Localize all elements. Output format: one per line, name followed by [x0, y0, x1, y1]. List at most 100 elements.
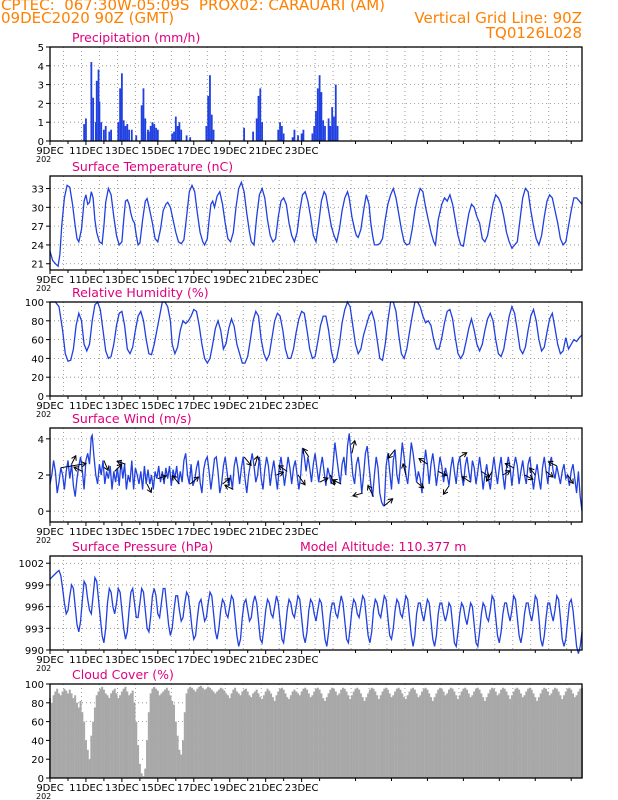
wind-arrow-head [171, 474, 178, 481]
wind-arrow-head [568, 478, 574, 485]
bar [128, 695, 131, 778]
x-tick-label: 21DEC [249, 655, 283, 666]
bar [322, 120, 325, 141]
bar [190, 687, 193, 778]
y-tick-label: 0 [38, 507, 44, 518]
bar [415, 693, 418, 778]
bar [474, 688, 477, 778]
bar [331, 107, 334, 141]
bar [98, 101, 101, 141]
bar [390, 697, 393, 778]
bar [377, 699, 380, 778]
bar [483, 700, 486, 778]
bar [501, 687, 504, 778]
bar [219, 687, 222, 778]
bar [554, 687, 557, 778]
bar [320, 92, 323, 141]
bar [316, 687, 319, 778]
bar [101, 686, 104, 778]
bar [430, 697, 433, 778]
bar [124, 125, 127, 141]
year-label: 202 [36, 284, 51, 293]
bar [185, 693, 188, 778]
bar [120, 73, 123, 141]
bar [329, 689, 332, 778]
bar [284, 693, 287, 778]
bar [291, 137, 294, 141]
wind-arrow-head [547, 460, 554, 467]
y-tick-label: 0 [38, 137, 44, 148]
bar [336, 695, 339, 778]
x-tick-label: 15DEC [141, 401, 175, 412]
bar [214, 693, 217, 778]
x-tick-label: 11DEC [69, 275, 103, 286]
bar [428, 693, 431, 778]
bar [226, 695, 229, 778]
bar [315, 110, 317, 141]
bar [100, 122, 103, 141]
wind-arrow [243, 456, 252, 466]
bar [318, 689, 321, 778]
bar [341, 687, 344, 778]
wind-arrow-head [116, 463, 123, 470]
wind-arrow-head [302, 447, 308, 454]
bar [324, 125, 326, 141]
year-label: 202 [36, 792, 51, 800]
wind-arrow [461, 476, 471, 483]
wind-arrow [387, 449, 396, 459]
bar [300, 691, 303, 778]
bar [311, 695, 314, 778]
wind-arrow [116, 460, 126, 465]
bar [505, 691, 508, 778]
bar [476, 687, 479, 778]
y-tick-label: 40 [31, 736, 44, 747]
panel-title: Cloud Cover (%) [72, 667, 174, 682]
bar [248, 695, 251, 778]
bar [66, 693, 69, 778]
bar [212, 129, 215, 141]
wind-arrow [224, 484, 234, 490]
bar [431, 700, 434, 778]
bar [146, 740, 149, 778]
wind-arrow [302, 448, 310, 458]
bar [124, 686, 127, 778]
year-label: 202 [36, 664, 51, 673]
y-tick-label: 1 [38, 118, 44, 129]
x-tick-label: 17DEC [177, 146, 211, 157]
bar [566, 688, 569, 778]
x-tick-label: 11DEC [69, 401, 103, 412]
bar [117, 122, 120, 141]
bar [494, 691, 497, 778]
bar [426, 689, 429, 778]
bar [421, 691, 424, 778]
wind-arrow [437, 470, 447, 477]
header-line-2: 09DEC2020 90Z (GMT) [1, 9, 175, 27]
bar [207, 686, 210, 778]
bar [180, 129, 183, 141]
bar [90, 62, 93, 141]
bar [119, 88, 121, 141]
bar [174, 721, 177, 778]
bar [268, 690, 271, 778]
wind-arrow [60, 463, 87, 469]
y-tick-label: 100 [25, 680, 44, 691]
bar [487, 693, 490, 778]
bar [201, 687, 204, 778]
bar [507, 695, 510, 778]
bar [575, 695, 578, 778]
wind-arrow [157, 475, 167, 480]
y-tick-label: 24 [31, 241, 44, 252]
bar [102, 689, 105, 778]
bar [223, 690, 226, 778]
bar [234, 687, 237, 778]
bar [137, 745, 140, 778]
bar [84, 740, 87, 778]
bar [422, 688, 425, 778]
bar [189, 686, 192, 778]
panel-title: Precipitation (mm/h) [72, 30, 200, 45]
wind-arrow [529, 467, 536, 476]
bar [408, 691, 411, 778]
bar [311, 133, 314, 141]
bar [203, 689, 206, 778]
bar [336, 125, 339, 141]
